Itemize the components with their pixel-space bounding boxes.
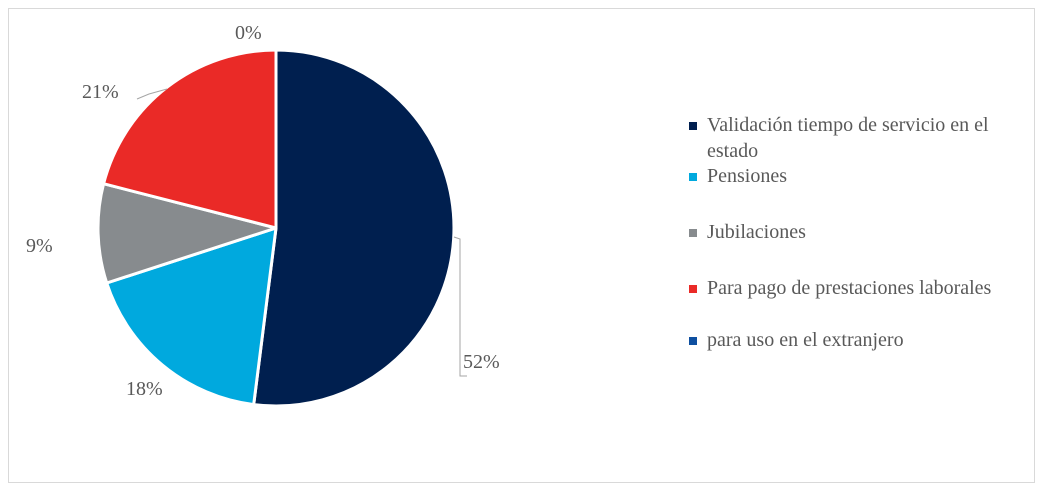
leader-line-21 xyxy=(136,88,168,100)
leader-line-52 xyxy=(453,236,467,377)
data-label-0: 0% xyxy=(235,22,262,44)
legend-swatch-extranjero xyxy=(689,337,697,345)
legend-label-jubilaciones: Jubilaciones xyxy=(707,221,806,243)
legend-item-prestaciones: Para pago de prestaciones laborales xyxy=(689,275,1029,301)
pie-slices xyxy=(96,48,456,408)
leader-lines xyxy=(136,88,467,377)
chart-area: 52% 18% 9% 21% 0% Validación tiempo de s… xyxy=(8,8,1035,483)
data-label-21: 21% xyxy=(82,81,119,103)
data-label-9: 9% xyxy=(26,235,53,257)
legend-swatch-validacion xyxy=(689,122,697,130)
legend-item-extranjero: para uso en el extranjero xyxy=(689,327,1029,353)
legend-swatch-prestaciones xyxy=(689,285,697,293)
legend-label-prestaciones: Para pago de prestaciones laborales xyxy=(707,277,992,299)
pie-slice-3 xyxy=(102,48,278,230)
data-labels: 52% 18% 9% 21% 0% xyxy=(26,22,500,400)
pie-slice-0 xyxy=(252,48,456,408)
legend-item-validacion: Validación tiempo de servicio en el esta… xyxy=(689,112,1029,164)
legend-label-extranjero: para uso en el extranjero xyxy=(707,329,904,351)
data-label-18: 18% xyxy=(126,378,163,400)
legend-label-validacion: Validación tiempo de servicio en el esta… xyxy=(707,114,989,162)
legend-swatch-pensiones xyxy=(689,173,697,181)
pie-slice-1 xyxy=(105,226,278,407)
legend-swatch-jubilaciones xyxy=(689,229,697,237)
pie-slice-2 xyxy=(96,182,278,285)
legend-item-jubilaciones: Jubilaciones xyxy=(689,219,1029,245)
legend-label-pensiones: Pensiones xyxy=(707,165,787,187)
data-label-52: 52% xyxy=(463,351,500,373)
pie-chart: 52% 18% 9% 21% 0% xyxy=(26,22,500,408)
legend-item-pensiones: Pensiones xyxy=(689,163,1029,189)
